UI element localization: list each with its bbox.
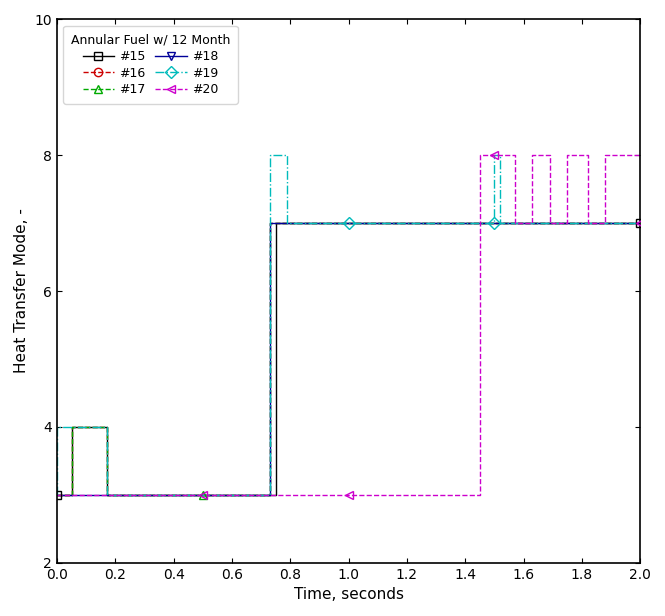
Legend: #15, #16, #17, #18, #19, #20: #15, #16, #17, #18, #19, #20: [63, 26, 237, 104]
X-axis label: Time, seconds: Time, seconds: [293, 587, 404, 602]
Y-axis label: Heat Transfer Mode, -: Heat Transfer Mode, -: [14, 209, 29, 373]
